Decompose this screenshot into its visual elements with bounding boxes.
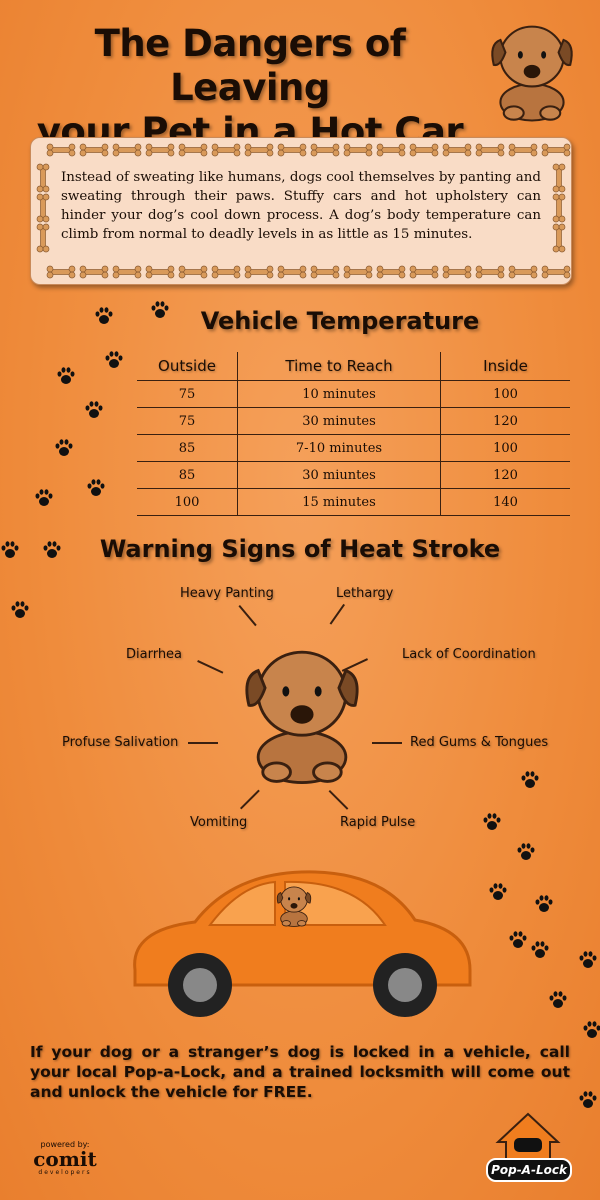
call-to-action-text: If your dog or a stranger’s dog is locke… <box>30 1043 570 1101</box>
dog-mascot-icon <box>482 15 582 123</box>
table-row: 85 30 miuntes 120 <box>137 461 570 489</box>
connector-line <box>238 605 257 626</box>
table-cell: 15 minutes <box>237 488 441 516</box>
paw-print-icon <box>488 882 508 902</box>
paw-print-icon <box>578 950 598 970</box>
title-line-1: The Dangers of Leaving <box>94 22 406 109</box>
table-row: 100 15 minutes 140 <box>137 488 570 516</box>
connector-line <box>240 789 260 810</box>
comit-logo-text: comit <box>33 1147 97 1171</box>
paw-print-icon <box>94 306 114 326</box>
intro-text: Instead of sweating like humans, dogs co… <box>61 170 541 242</box>
table-row: 85 7-10 minutes 100 <box>137 434 570 462</box>
sign-lethargy: Lethargy <box>336 586 394 601</box>
page-title: The Dangers of Leaving your Pet in a Hot… <box>20 22 480 154</box>
connector-line <box>188 742 218 744</box>
paw-print-icon <box>482 812 502 832</box>
intro-panel: Instead of sweating like humans, dogs co… <box>30 137 572 285</box>
column-header: Inside <box>440 352 570 381</box>
comit-logo-sub: developers <box>38 1169 92 1176</box>
table-cell: 120 <box>440 461 570 489</box>
comit-logo[interactable]: powered by: comit developers <box>30 1140 100 1176</box>
paw-print-icon <box>42 540 62 560</box>
table-cell: 100 <box>440 380 570 408</box>
car-icon <box>133 870 472 1017</box>
sign-vomiting: Vomiting <box>190 815 248 830</box>
paw-print-icon <box>582 1020 600 1040</box>
paw-print-icon <box>104 350 124 370</box>
paw-print-icon <box>548 990 568 1010</box>
table-cell: 85 <box>137 461 238 489</box>
pop-a-lock-logo-text: Pop-A-Lock <box>486 1158 572 1182</box>
paw-print-icon <box>520 770 540 790</box>
house-car-icon <box>495 1112 561 1165</box>
sign-rapid-pulse: Rapid Pulse <box>340 815 416 830</box>
powered-by-label: powered by: <box>40 1140 90 1149</box>
paw-print-icon <box>534 894 554 914</box>
table-cell: 75 <box>137 407 238 435</box>
table-cell: 7-10 minutes <box>237 434 441 462</box>
table-cell: 100 <box>440 434 570 462</box>
sign-heavy-panting: Heavy Panting <box>180 586 274 601</box>
vehicle-temperature-title: Vehicle Temperature <box>200 307 480 335</box>
connector-line <box>372 742 402 744</box>
paw-print-icon <box>516 842 536 862</box>
overheated-dog-icon <box>232 636 372 786</box>
vehicle-temperature-table: Outside Time to Reach Inside 75 10 minute… <box>137 352 570 516</box>
sign-profuse-salivation: Profuse Salivation <box>62 735 179 750</box>
table-cell: 85 <box>137 434 238 462</box>
paw-print-icon <box>56 366 76 386</box>
table-cell: 30 miuntes <box>237 461 441 489</box>
bone-border-icon <box>36 143 571 279</box>
connector-line <box>330 604 345 625</box>
table-cell: 10 minutes <box>237 380 441 408</box>
pop-a-lock-logo[interactable]: Pop-A-Lock <box>484 1106 572 1186</box>
paw-print-icon <box>34 488 54 508</box>
table-row: 75 10 minutes 100 <box>137 380 570 408</box>
table-cell: 30 minutes <box>237 407 441 435</box>
column-header: Outside <box>158 357 216 375</box>
table-cell: 75 <box>137 380 238 408</box>
paw-print-icon <box>508 930 528 950</box>
paw-print-icon <box>86 478 106 498</box>
paw-print-icon <box>0 540 20 560</box>
sign-lack-of-coordination: Lack of Coordination <box>402 647 536 662</box>
table-cell: 140 <box>440 488 570 516</box>
table-row: 75 30 minutes 120 <box>137 407 570 435</box>
connector-line <box>328 790 349 810</box>
paw-print-icon <box>84 400 104 420</box>
paw-print-icon <box>530 940 550 960</box>
paw-print-icon <box>150 300 170 320</box>
table-cell: 120 <box>440 407 570 435</box>
sign-red-gums: Red Gums & Tongues <box>410 735 549 750</box>
warning-signs-title: Warning Signs of Heat Stroke <box>99 535 501 563</box>
connector-line <box>197 660 224 674</box>
table-cell: 100 <box>137 488 238 516</box>
sign-diarrhea: Diarrhea <box>126 647 183 662</box>
column-header: Time to Reach <box>237 352 441 381</box>
paw-print-icon <box>54 438 74 458</box>
paw-print-icon <box>10 600 30 620</box>
paw-print-icon <box>578 1090 598 1110</box>
